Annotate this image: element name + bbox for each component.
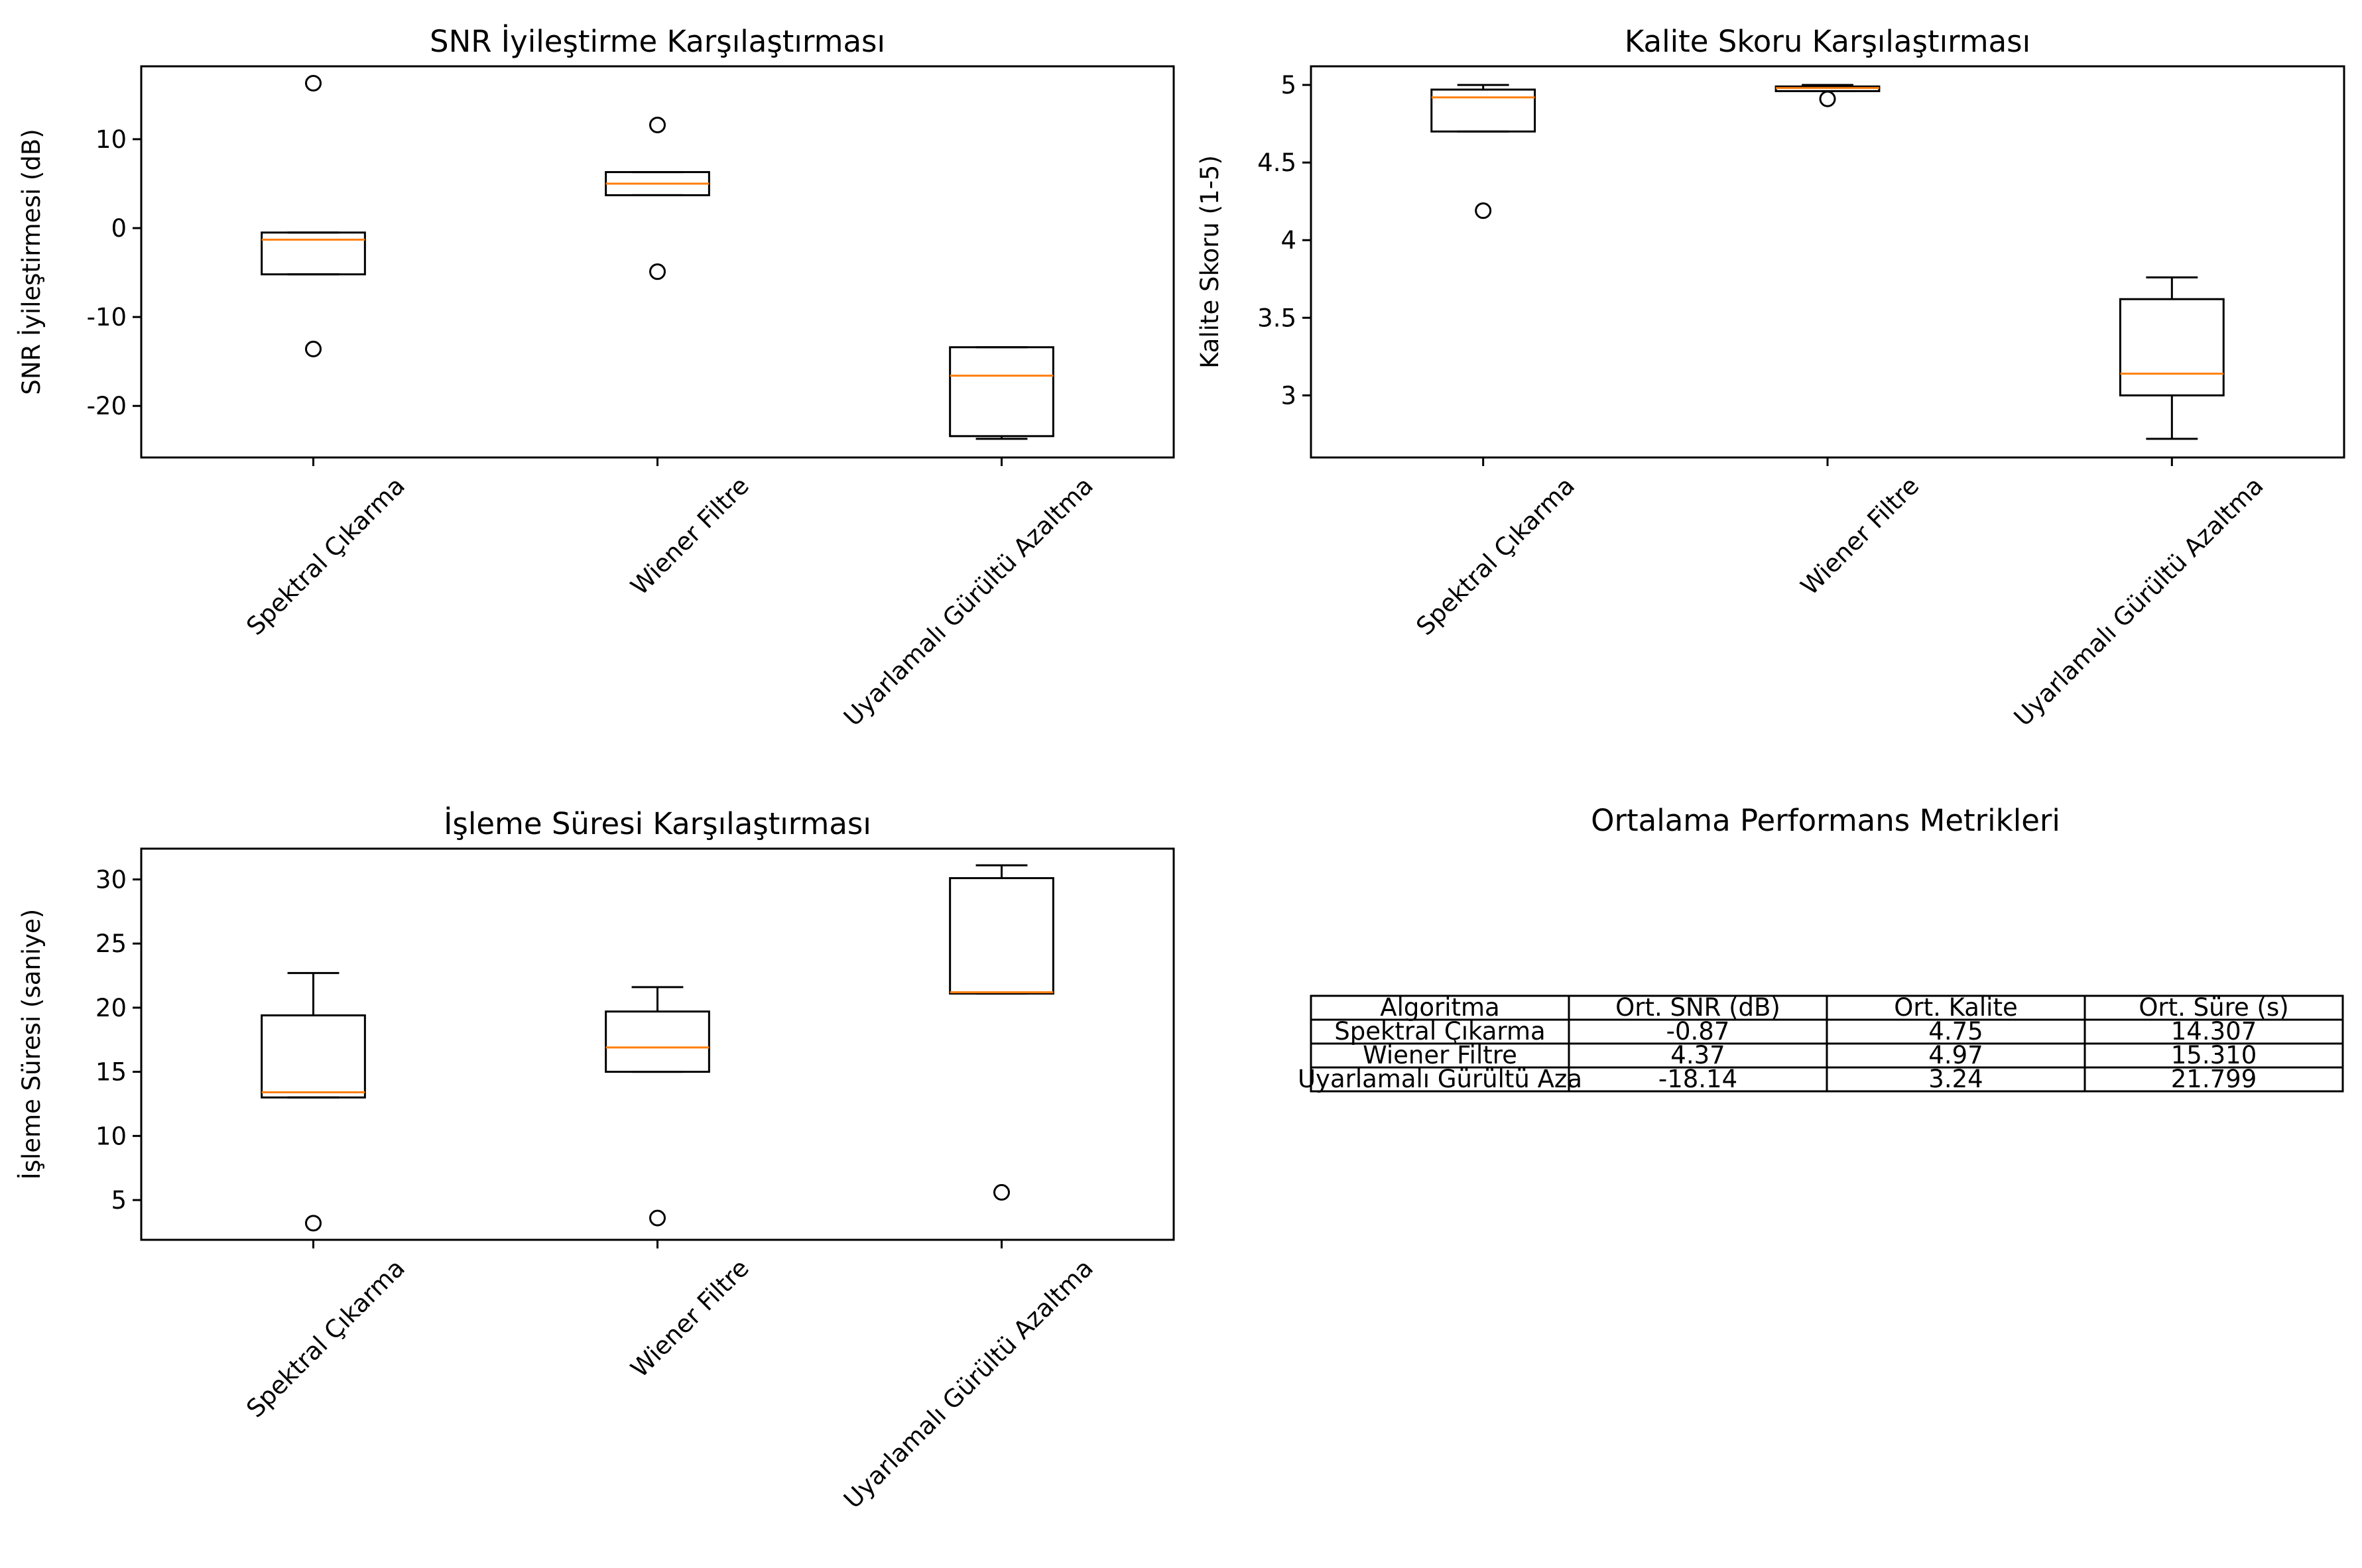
box-iqr xyxy=(1430,88,1536,133)
table-header-cell: Ort. SNR (dB) xyxy=(1615,993,1780,1022)
table-data-cell: Spektral Çıkarma xyxy=(1334,1017,1545,1046)
y-tick-label: 5 xyxy=(1280,71,1296,99)
y-tick-label: 25 xyxy=(95,930,127,958)
box-2 xyxy=(605,986,710,1227)
table-data-cell: 3.24 xyxy=(1928,1065,1983,1093)
outlier-point xyxy=(649,1209,666,1227)
y-tick-label: 3.5 xyxy=(1257,304,1296,332)
table-title: Ortalama Performans Metrikleri xyxy=(1591,803,2060,838)
performance-table: Ortalama Performans Metrikleri Algoritma O… xyxy=(1298,803,2344,1093)
table-data-cell: 15.310 xyxy=(2171,1041,2257,1069)
box-1 xyxy=(1430,84,1536,219)
y-tick-label: 0 xyxy=(111,214,127,243)
outlier-point xyxy=(1819,90,1836,107)
y-tick-label: 20 xyxy=(95,994,127,1022)
y-tick-label: 10 xyxy=(95,125,127,154)
table-data-cell: 21.799 xyxy=(2171,1065,2257,1093)
table-data-cell: 4.97 xyxy=(1928,1041,1983,1069)
table-data-cell: 14.307 xyxy=(2171,1017,2257,1046)
outlier-point xyxy=(649,117,666,133)
table-data-cell: 4.37 xyxy=(1670,1041,1725,1069)
y-axis-label: Kalite Skoru (1-5) xyxy=(1196,155,1224,369)
box-3 xyxy=(949,346,1054,440)
outlier-point xyxy=(305,340,322,357)
table-data-cell: Wiener Filtre xyxy=(1363,1041,1517,1069)
box-iqr xyxy=(2119,298,2225,396)
box-2 xyxy=(605,117,710,280)
table-header-cell: Algoritma xyxy=(1380,993,1499,1022)
chart-title: Kalite Skoru Karşılaştırması xyxy=(1625,24,2030,59)
table-header-cell: Ort. Kalite xyxy=(1894,993,2017,1022)
box-iqr xyxy=(605,1010,710,1073)
chart-title: SNR İyileştirme Karşılaştırması xyxy=(430,24,885,59)
y-tick-label: 3 xyxy=(1280,381,1296,410)
y-axis-label: İşleme Süresi (saniye) xyxy=(17,909,46,1179)
table-data-cell: 4.75 xyxy=(1928,1017,1983,1046)
y-tick-label: 10 xyxy=(95,1122,127,1150)
table-cell xyxy=(2083,1066,2344,1093)
box-iqr xyxy=(949,876,1054,995)
y-tick-label: 4.5 xyxy=(1257,149,1296,177)
y-tick-label: 15 xyxy=(95,1058,127,1087)
box-iqr xyxy=(949,346,1054,438)
y-tick-label: -10 xyxy=(87,303,127,332)
outlier-point xyxy=(305,74,322,91)
box-2 xyxy=(1774,84,1881,107)
box-3 xyxy=(2119,276,2225,440)
y-tick-label: 30 xyxy=(95,865,127,894)
y-tick-label: 4 xyxy=(1280,226,1296,255)
y-tick-label: 5 xyxy=(111,1186,127,1215)
outlier-point xyxy=(649,263,666,280)
box-1 xyxy=(261,74,366,357)
outlier-point xyxy=(305,1215,322,1232)
table-data-cell: -0.87 xyxy=(1666,1017,1730,1046)
y-axis-label: SNR İyileştirmesi (dB) xyxy=(17,129,46,394)
table-header-cell: Ort. Süre (s) xyxy=(2139,993,2288,1022)
outlier-point xyxy=(993,1183,1010,1201)
outlier-point xyxy=(1475,202,1492,219)
table-data-cell: Uyarlamalı Gürültü Aza xyxy=(1298,1065,1582,1093)
table-data-cell: -18.14 xyxy=(1658,1065,1737,1093)
box-1 xyxy=(261,972,366,1232)
chart-title: İşleme Süresi Karşılaştırması xyxy=(444,806,871,841)
box-3 xyxy=(949,864,1054,1201)
box-iqr xyxy=(261,1014,366,1099)
y-tick-label: -20 xyxy=(87,392,127,420)
box-iqr xyxy=(261,231,366,276)
